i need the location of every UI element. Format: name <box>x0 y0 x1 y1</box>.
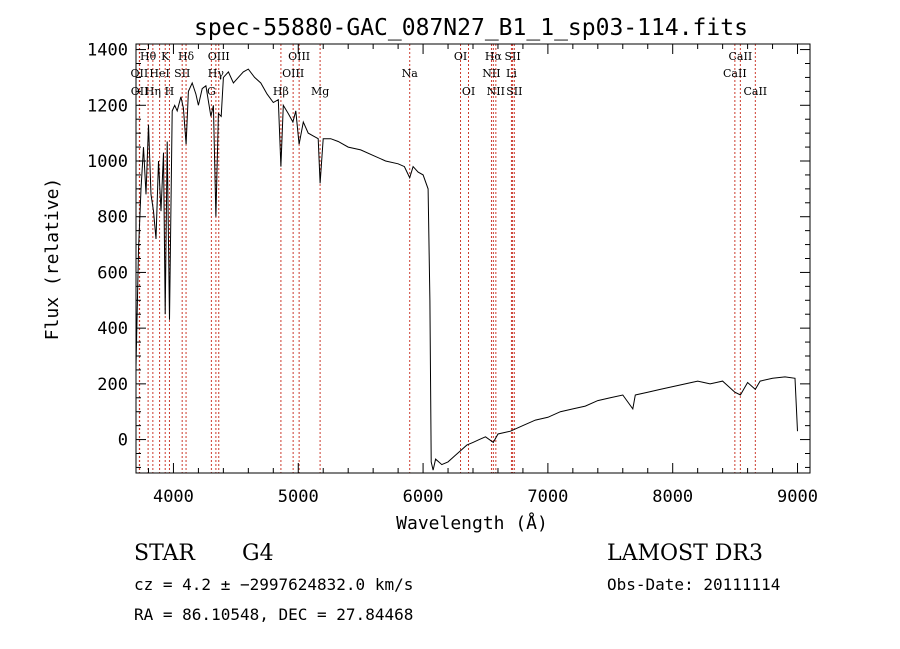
x-tick-label: 7000 <box>527 487 568 507</box>
spectral-line-label: Hη <box>145 85 161 98</box>
spectral-line-label: Mg <box>311 85 329 98</box>
spectral-line-label: CaII <box>743 85 767 98</box>
spectral-line-label: OIII <box>282 67 304 80</box>
spectral-line-label: OIII <box>208 50 230 63</box>
plot-frame <box>135 43 811 474</box>
object-class: STAR <box>134 541 196 566</box>
x-tick-label: 9000 <box>777 487 818 507</box>
y-tick-label: 200 <box>97 375 128 395</box>
spectral-line-label: CaII <box>729 50 753 63</box>
y-tick-label: 1000 <box>87 152 128 172</box>
spectral-line-label: SII <box>504 50 520 63</box>
y-tick-label: 1400 <box>87 41 128 61</box>
axis-ticks: 4000 5000 6000 7000 8000 9000 0 200 400 600 800 100… <box>87 41 818 507</box>
y-tick-label: 600 <box>97 263 128 283</box>
spectral-line-label: NII <box>487 85 505 98</box>
spectral-line-label: OI <box>454 50 467 63</box>
x-tick-label: 6000 <box>403 487 444 507</box>
y-axis-label: Flux (relative) <box>42 178 63 341</box>
object-subclass: G4 <box>242 541 274 566</box>
x-tick-label: 8000 <box>652 487 693 507</box>
spectral-line-label: H <box>165 85 175 98</box>
spectral-lines <box>138 44 756 473</box>
flux-series-line <box>135 68 798 471</box>
spectral-line-label: Hα <box>485 50 503 63</box>
spectral-line-label: OI <box>462 85 475 98</box>
spectral-line-label: HeI <box>149 67 169 80</box>
x-tick-label: 5000 <box>278 487 319 507</box>
spectral-line-label: NII <box>482 67 500 80</box>
spectral-line-label: Na <box>402 67 419 80</box>
obs-date: Obs-Date: 20111114 <box>607 575 780 594</box>
spectral-line-label: OIII <box>288 50 310 63</box>
spectral-line-label: Hγ <box>208 67 225 80</box>
y-tick-label: 800 <box>97 208 128 228</box>
x-tick-label: 4000 <box>153 487 194 507</box>
spectral-line-label: OII <box>131 67 149 80</box>
y-tick-label: 0 <box>118 431 128 451</box>
redshift-text: cz = 4.2 ± −2997624832.0 km/s <box>134 575 413 594</box>
spectral-line-label: Hβ <box>273 85 289 98</box>
spectral-line-label: SII <box>506 85 522 98</box>
spectral-line-label: G <box>207 85 216 98</box>
spectral-line-label: K <box>161 50 170 63</box>
chart-title: spec-55880-GAC_087N27_B1_1_sp03-114.fits <box>194 15 748 41</box>
coordinates: RA = 86.10548, DEC = 27.84468 <box>134 605 413 624</box>
y-tick-label: 400 <box>97 319 128 339</box>
spectral-line-labels: HθOIIOIIHηHeIKHSIIHδGHγOIIIHβOIIIOIIIMgN… <box>131 50 768 98</box>
y-tick-label: 1200 <box>87 96 128 116</box>
spectral-line-label: CaII <box>723 67 747 80</box>
spectral-line-label: Li <box>506 67 517 80</box>
spectral-line-label: SII <box>174 67 190 80</box>
spectral-line-label: Hθ <box>140 50 157 63</box>
x-axis-label: Wavelength (Å) <box>396 512 548 534</box>
spectral-line-label: Hδ <box>178 50 195 63</box>
survey-name: LAMOST DR3 <box>607 541 763 566</box>
